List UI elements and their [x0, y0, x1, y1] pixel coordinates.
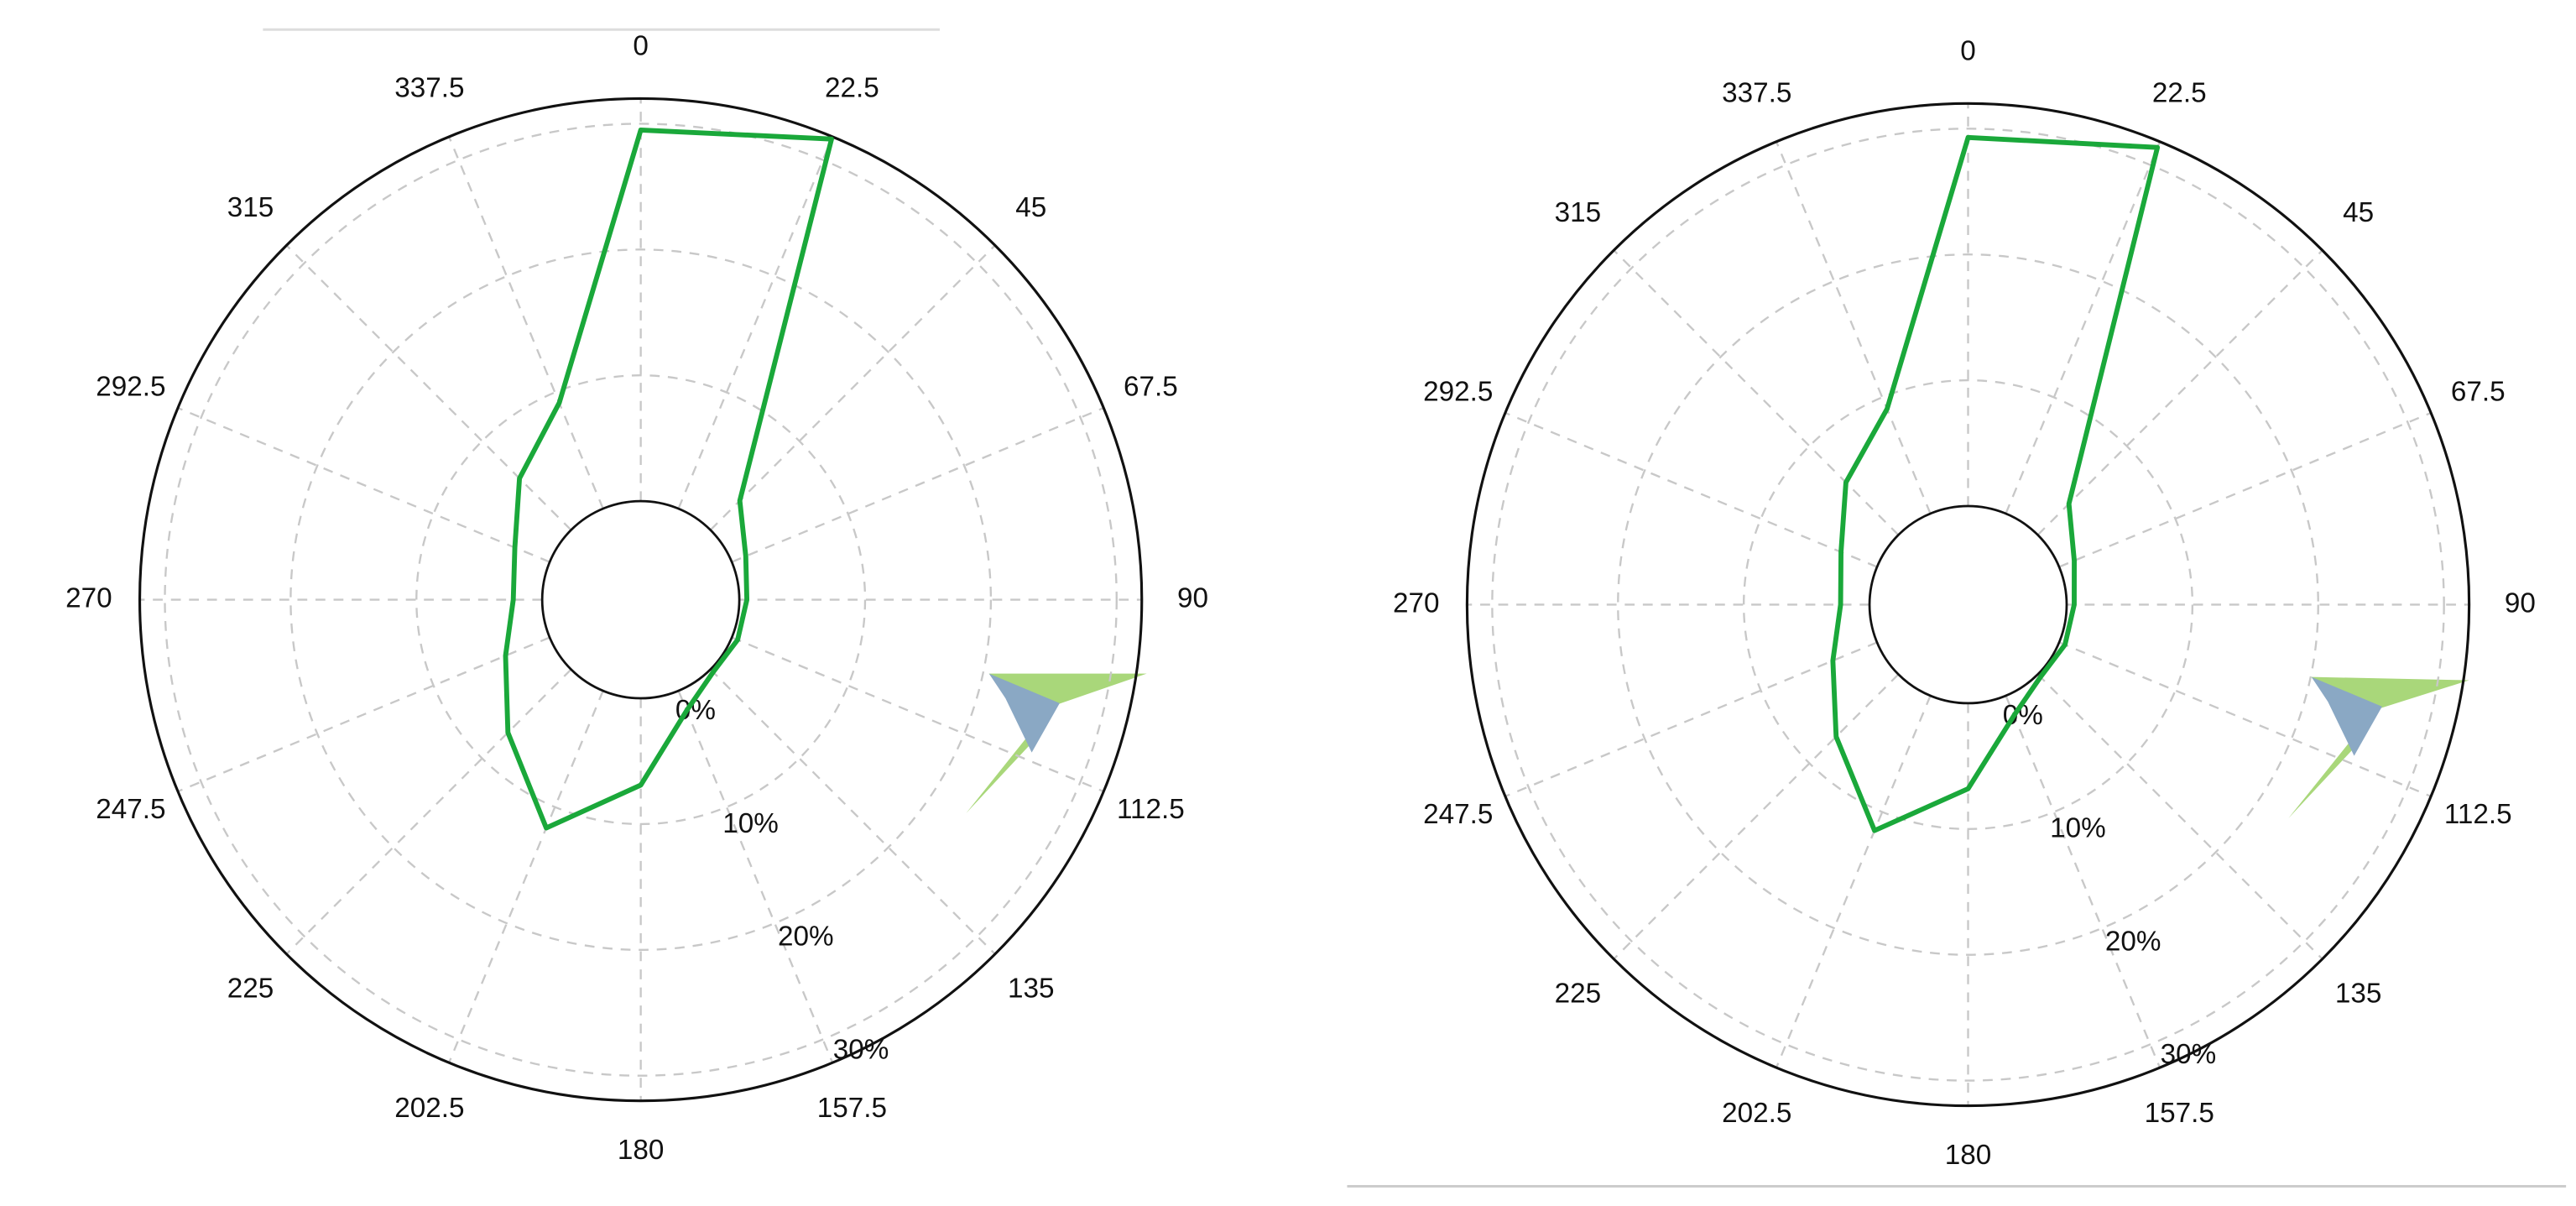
angle-tick-label: 180: [618, 1135, 665, 1166]
grid-ring: [1742, 379, 2194, 830]
grid-spoke: [677, 136, 834, 509]
grid-spoke: [177, 636, 550, 793]
angle-tick-label: 22.5: [2152, 78, 2207, 109]
series-line: [503, 128, 834, 831]
angle-tick-label: 0: [633, 31, 649, 62]
grid-spoke: [177, 406, 550, 563]
angle-tick-label: 112.5: [1117, 794, 1185, 825]
grid-spoke: [1613, 673, 1900, 960]
angle-tick-label: 337.5: [1722, 78, 1791, 109]
grid-spoke: [448, 690, 604, 1063]
r-tick-label: 20%: [2105, 926, 2161, 957]
angle-tick-label: 337.5: [394, 73, 464, 104]
angle-tick-label: 202.5: [394, 1093, 464, 1124]
angle-tick-label: 315: [227, 192, 274, 223]
angle-tick-label: 135: [2335, 978, 2382, 1009]
angle-tick-label: 202.5: [1722, 1098, 1791, 1129]
r-tick-label: 10%: [2050, 813, 2106, 844]
grid-spoke: [2036, 249, 2323, 536]
inner-ring: [540, 499, 741, 700]
angle-tick-label: 225: [1555, 978, 1602, 1009]
r-tick-label: 20%: [778, 921, 834, 953]
angle-tick-label: 45: [2343, 197, 2374, 228]
grid-spoke: [2058, 411, 2432, 568]
grid-spoke: [1504, 641, 1878, 798]
grid-spoke: [709, 244, 996, 531]
r-tick-label: 10%: [722, 808, 779, 839]
angle-tick-label: 112.5: [2444, 799, 2512, 830]
grid-spoke: [2005, 141, 2161, 514]
angle-tick-label: 292.5: [96, 372, 165, 403]
angle-tick-label: 180: [1945, 1140, 1992, 1171]
angle-tick-label: 315: [1555, 197, 1602, 228]
grid-spoke: [285, 668, 572, 955]
grid-spoke: [1613, 249, 1900, 536]
grid-ring: [1491, 128, 2445, 1082]
mini-rose-shape: [966, 673, 1147, 814]
mini-rose: [2288, 676, 2469, 818]
angle-tick-label: 90: [1177, 582, 1208, 613]
grid-ring: [164, 123, 1118, 1077]
angle-tick-label: 292.5: [1423, 377, 1493, 408]
outer-ring: [138, 97, 1144, 1103]
polar-chart: 0 22.5 45 67.5 90 112.5 135 157.5 180 202.5 225 247…: [65, 31, 1208, 1167]
series-line: [1830, 134, 2161, 833]
grid-spoke: [2058, 641, 2432, 798]
angle-tick-label: 90: [2505, 587, 2536, 619]
angle-tick-label: 157.5: [817, 1093, 887, 1124]
angle-tick-label: 247.5: [96, 794, 165, 825]
angle-tick-label: 225: [227, 974, 274, 1005]
grid-spoke: [1504, 411, 1878, 568]
angle-tick-label: 135: [1008, 974, 1055, 1005]
grid-ring: [1617, 253, 2319, 956]
grid-ring: [289, 248, 993, 952]
polar-chart: 0 22.5 45 67.5 90 112.5 135 157.5 180 202.5 225 247…: [1393, 35, 2536, 1171]
mini-rose: [966, 673, 1147, 814]
angle-tick-label: 270: [65, 582, 112, 613]
angle-tick-label: 22.5: [825, 73, 879, 104]
grid-spoke: [1775, 695, 1932, 1068]
outer-ring: [1465, 102, 2471, 1108]
mini-rose-shape: [988, 673, 1060, 753]
angle-tick-label: 0: [1960, 35, 1976, 66]
mini-rose-shape: [2311, 676, 2382, 756]
grid-spoke: [448, 136, 604, 509]
angle-tick-label: 45: [1015, 192, 1046, 223]
grid-spoke: [2036, 673, 2323, 960]
angle-tick-label: 67.5: [1124, 372, 1178, 403]
angle-tick-label: 67.5: [2451, 377, 2506, 408]
grid-spoke: [285, 244, 572, 531]
angle-tick-label: 157.5: [2145, 1098, 2214, 1129]
grid-spoke: [731, 406, 1104, 563]
angle-tick-label: 247.5: [1423, 799, 1493, 830]
grid-spoke: [677, 690, 834, 1063]
grid-ring: [415, 374, 867, 826]
grid-spoke: [2005, 695, 2161, 1068]
inner-ring: [1868, 504, 2068, 705]
grid-spoke: [731, 636, 1104, 793]
grid-spoke: [709, 668, 996, 955]
angle-tick-label: 270: [1393, 587, 1440, 619]
grid-spoke: [1775, 141, 1932, 514]
